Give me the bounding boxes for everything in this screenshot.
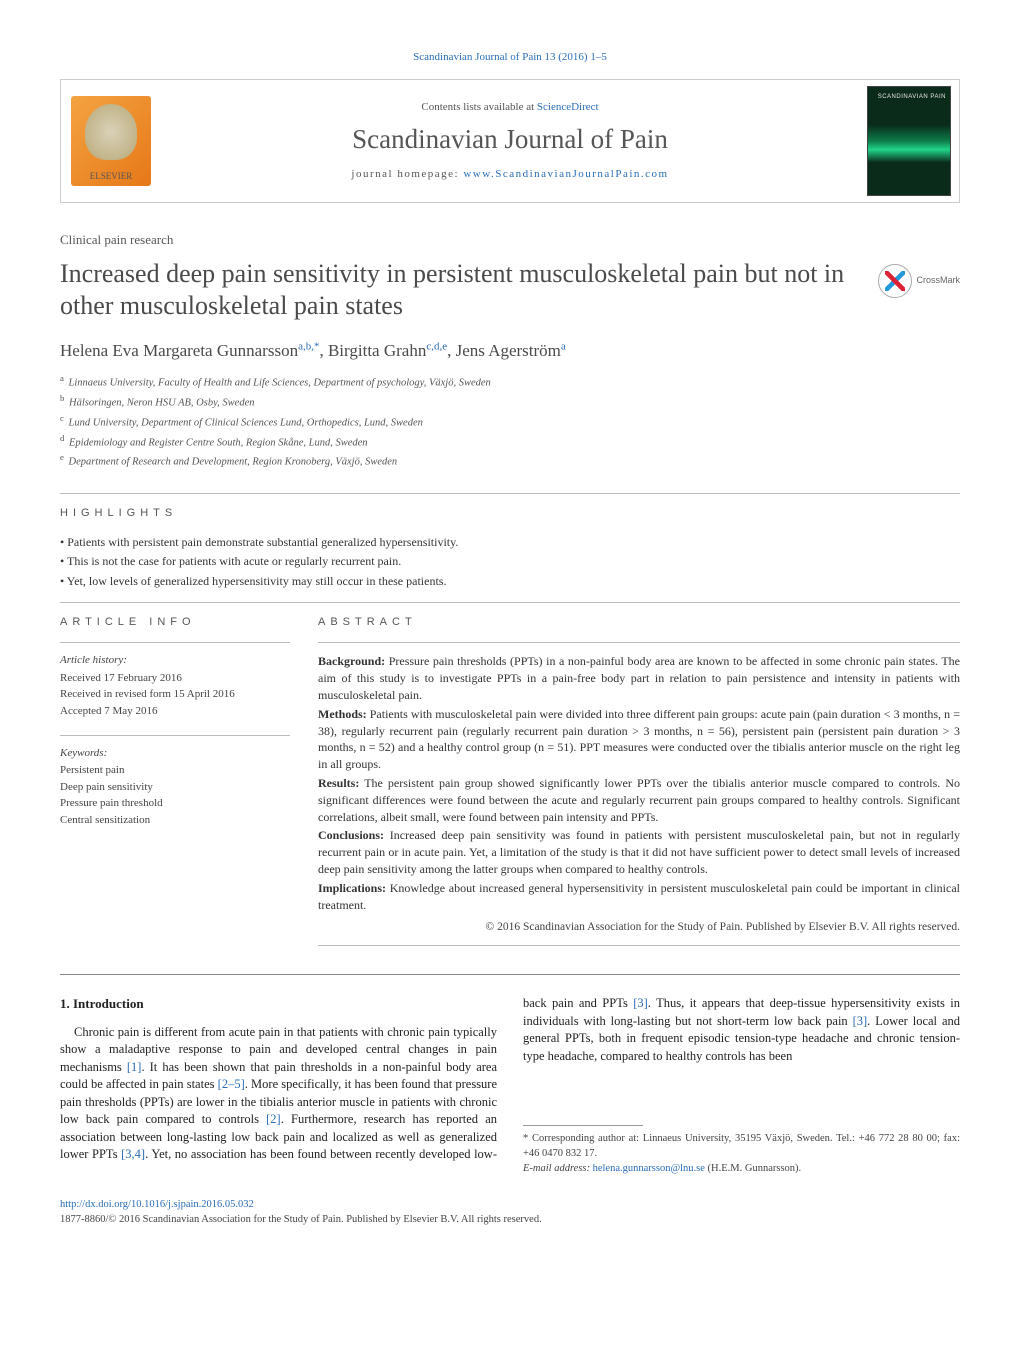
keywords-block: Keywords: Persistent pain Deep pain sensi… [60, 746, 290, 828]
contents-lists-line: Contents lists available at ScienceDirec… [167, 100, 853, 115]
keyword: Persistent pain [60, 763, 290, 778]
email-label: E-mail address: [523, 1163, 593, 1174]
article-title: Increased deep pain sensitivity in persi… [60, 258, 862, 323]
footnotes: * Corresponding author at: Linnaeus Univ… [523, 1132, 960, 1176]
highlight-item: This is not the case for patients with a… [60, 553, 960, 570]
abstract-lead: Results: [318, 776, 359, 790]
abstract-paragraph: Implications: Knowledge about increased … [318, 880, 960, 914]
journal-homepage-link[interactable]: www.ScandinavianJournalPain.com [463, 168, 668, 180]
citation-link[interactable]: [3] [633, 996, 648, 1010]
abstract-lead: Methods: [318, 707, 367, 721]
keyword: Deep pain sensitivity [60, 780, 290, 795]
highlight-item: Yet, low levels of generalized hypersens… [60, 573, 960, 590]
affiliation-line: c Lund University, Department of Clinica… [60, 412, 960, 432]
article-type: Clinical pain research [60, 231, 960, 249]
abstract-label: ABSTRACT [318, 615, 960, 630]
rule [318, 642, 960, 643]
issn-copyright-line: 1877-8860/© 2016 Scandinavian Associatio… [60, 1213, 960, 1228]
abstract-text: Pressure pain thresholds (PPTs) in a non… [318, 654, 960, 702]
doi-link[interactable]: http://dx.doi.org/10.1016/j.sjpain.2016.… [60, 1199, 254, 1210]
cover-thumb-cell [859, 80, 959, 202]
corresponding-author-note: * Corresponding author at: Linnaeus Univ… [523, 1132, 960, 1161]
email-suffix: (H.E.M. Gunnarsson). [705, 1163, 801, 1174]
contents-prefix: Contents lists available at [421, 101, 536, 113]
history-line: Received in revised form 15 April 2016 [60, 687, 290, 702]
journal-name: Scandinavian Journal of Pain [167, 121, 853, 159]
citation-link[interactable]: [1] [127, 1060, 142, 1074]
body-text-run: affected in pain states [106, 1077, 218, 1091]
article-info: ARTICLE INFO Article history: Received 1… [60, 615, 290, 946]
page-footer: http://dx.doi.org/10.1016/j.sjpain.2016.… [60, 1198, 960, 1227]
citation-link[interactable]: [3] [853, 1014, 868, 1028]
abstract-paragraph: Background: Pressure pain thresholds (PP… [318, 653, 960, 703]
abstract-text: The persistent pain group showed signifi… [318, 776, 960, 824]
highlight-item: Patients with persistent pain demonstrat… [60, 534, 960, 551]
affiliation-line: a Linnaeus University, Faculty of Health… [60, 372, 960, 392]
journal-cover-thumbnail [867, 86, 951, 196]
abstract-text: Patients with musculoskeletal pain were … [318, 707, 960, 771]
history-line: Accepted 7 May 2016 [60, 704, 290, 719]
body-separator [60, 974, 960, 975]
article-info-label: ARTICLE INFO [60, 615, 290, 630]
sciencedirect-link[interactable]: ScienceDirect [537, 101, 599, 113]
abstract-text: Increased deep pain sensitivity was foun… [318, 828, 960, 876]
homepage-prefix: journal homepage: [351, 168, 463, 180]
crossmark-label: CrossMark [916, 274, 960, 287]
abstract-paragraph: Conclusions: Increased deep pain sensiti… [318, 827, 960, 877]
citation-link[interactable]: [2] [266, 1112, 281, 1126]
running-head-citation: Scandinavian Journal of Pain 13 (2016) 1… [60, 50, 960, 65]
highlights-label: HIGHLIGHTS [60, 506, 960, 521]
crossmark-icon [878, 264, 912, 298]
journal-header: ELSEVIER Contents lists available at Sci… [60, 79, 960, 203]
history-line: Received 17 February 2016 [60, 671, 290, 686]
journal-homepage-line: journal homepage: www.ScandinavianJourna… [167, 167, 853, 182]
rule [60, 493, 960, 494]
abstract-paragraph: Methods: Patients with musculoskeletal p… [318, 706, 960, 773]
email-link[interactable]: helena.gunnarsson@lnu.se [593, 1163, 705, 1174]
affiliation-line: d Epidemiology and Register Centre South… [60, 432, 960, 452]
rule [60, 642, 290, 643]
affiliation-line: e Department of Research and Development… [60, 451, 960, 471]
keywords-head: Keywords: [60, 746, 290, 761]
header-center: Contents lists available at ScienceDirec… [161, 80, 859, 202]
abstract-lead: Implications: [318, 881, 386, 895]
history-head: Article history: [60, 653, 290, 668]
highlights: Patients with persistent pain demonstrat… [60, 534, 960, 590]
section-heading-intro: 1. Introduction [60, 995, 497, 1013]
abstract-copyright: © 2016 Scandinavian Association for the … [318, 919, 960, 935]
abstract-text: Knowledge about increased general hypers… [318, 881, 960, 912]
abstract-lead: Background: [318, 654, 385, 668]
publisher-logo-cell: ELSEVIER [61, 80, 161, 202]
affiliation-line: b Hälsoringen, Neron HSU AB, Osby, Swede… [60, 392, 960, 412]
abstract: ABSTRACT Background: Pressure pain thres… [318, 615, 960, 946]
footnote-separator [523, 1125, 643, 1126]
abstract-lead: Conclusions: [318, 828, 384, 842]
elsevier-logo-label: ELSEVIER [90, 170, 133, 183]
email-line: E-mail address: helena.gunnarsson@lnu.se… [523, 1162, 960, 1177]
rule [318, 945, 960, 946]
keyword: Pressure pain threshold [60, 796, 290, 811]
crossmark-widget[interactable]: CrossMark [878, 258, 960, 298]
citation-link[interactable]: [2–5] [218, 1077, 245, 1091]
elsevier-logo: ELSEVIER [71, 96, 151, 186]
rule [60, 735, 290, 736]
affiliations: a Linnaeus University, Faculty of Health… [60, 372, 960, 471]
body-text: 1. Introduction Chronic pain is differen… [60, 995, 960, 1176]
rule [60, 602, 960, 603]
keyword: Central sensitization [60, 813, 290, 828]
citation-link[interactable]: [3,4] [121, 1147, 145, 1161]
author-list: Helena Eva Margareta Gunnarssona,b,*, Bi… [60, 339, 960, 363]
abstract-paragraph: Results: The persistent pain group showe… [318, 775, 960, 825]
article-history: Article history: Received 17 February 20… [60, 653, 290, 719]
